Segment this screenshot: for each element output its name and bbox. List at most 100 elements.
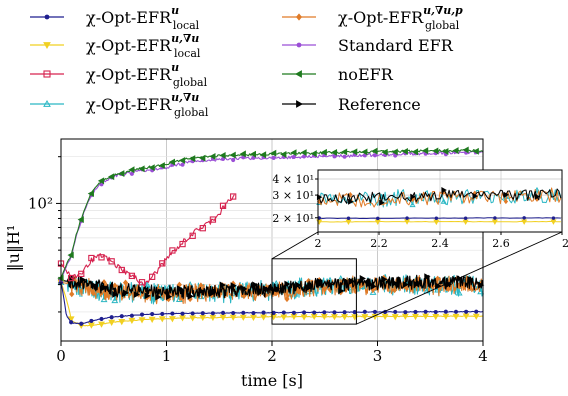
data-point-opt-efr-u-u-global [272,279,280,287]
data-point-opt-efr-u-local [210,311,215,316]
data-point-reference [435,282,442,290]
legend-swatch-marker [43,99,51,107]
inset-series-line-opt-efr-u-local [319,217,561,219]
legend-entry-opt-efr-u-u-local: χ-Opt-EFRu,∇u local [30,32,201,60]
legend-entry-noefr: noEFR [282,65,394,84]
inset-data-point-opt-efr-u-local [493,216,497,220]
inset-x-tick-label-2: 2 [315,237,322,250]
data-point-noefr [472,147,479,155]
inset-data-point-opt-efr-u-local [434,216,439,220]
inset-data-point-opt-efr-u-u-local [521,219,528,225]
inset-series-line-reference [318,188,562,204]
inset-series-group [316,186,562,226]
data-point-opt-efr-u-local [180,311,185,316]
data-point-opt-efr-u-local [190,311,195,316]
data-point-opt-efr-u-local [281,310,286,315]
legend-swatch-marker [296,13,302,21]
data-point-opt-efr-u-u-local [280,314,288,321]
data-point-opt-efr-u-local [291,310,297,315]
data-point-reference [112,291,119,298]
data-point-opt-efr-u-local [312,310,317,315]
data-point-opt-efr-u-u-p-global [456,283,462,290]
zoom-connector-line [271,231,319,260]
data-point-reference [219,281,227,289]
data-point-opt-efr-u-u-local [87,322,95,329]
data-point-noefr [351,148,358,156]
data-point-reference [166,293,173,301]
data-point-reference [155,293,162,301]
legend-entry-standard-efr: Standard EFR [282,36,454,55]
zoom-region-box [271,258,357,325]
data-point-opt-efr-u-local [403,310,408,315]
data-point-opt-efr-u-u-p-global [284,295,290,303]
data-point-reference [252,281,259,289]
data-point-reference [381,275,388,283]
data-point-opt-efr-u-global [209,216,217,223]
legend-label: χ-Opt-EFRu local [86,4,200,32]
data-point-opt-efr-u-local [322,310,327,315]
data-point-opt-efr-u-u-p-global [166,295,172,303]
data-point-opt-efr-u-global [230,193,237,200]
inset-data-point-reference [503,191,510,198]
data-point-standard-efr [129,171,134,176]
data-point-standard-efr [372,153,378,158]
data-point-opt-efr-u-local [69,320,74,325]
inset-data-point-opt-efr-u-local [551,216,556,220]
data-point-reference [359,275,366,282]
inset-x-tick-label-2-8: 2.8 [562,237,568,250]
data-point-opt-efr-u-local [433,309,438,315]
inset-x-tick-label-2-6: 2.6 [492,237,510,250]
data-point-opt-efr-u-local [220,310,226,315]
data-point-opt-efr-u-u-global [455,289,463,296]
data-point-opt-efr-u-u-local [138,317,146,324]
data-point-opt-efr-u-u-local [462,313,470,320]
data-point-standard-efr [180,162,185,167]
data-point-reference [338,287,345,295]
data-point-opt-efr-u-local [109,315,114,320]
data-point-opt-efr-u-u-local [472,313,480,320]
data-point-reference [122,289,130,297]
data-point-reference [90,281,97,289]
data-point-noefr [442,148,449,155]
data-point-reference [133,291,140,299]
inset-data-point-opt-efr-u-u-local [433,219,440,226]
data-point-opt-efr-u-global [159,260,166,267]
data-point-opt-efr-u-u-p-global [305,277,312,285]
data-point-noefr [259,151,267,159]
data-point-opt-efr-u-local [200,311,205,316]
data-point-reference [413,280,420,288]
data-point-opt-efr-u-local [443,309,448,314]
data-point-opt-efr-u-global [78,270,85,278]
series-line-opt-efr-u-global [60,194,235,287]
inset-data-point-opt-efr-u-u-global [409,201,416,208]
inset-y-tick-label: 4 × 10¹ [272,173,314,186]
data-point-opt-efr-u-u-local [300,314,308,321]
data-point-opt-efr-u-local [464,309,469,314]
data-point-opt-efr-u-u-local [391,314,399,321]
data-point-opt-efr-u-u-local [320,313,328,321]
data-point-noefr [381,148,388,156]
data-point-opt-efr-u-local [99,316,104,322]
inset-data-point-opt-efr-u-u-local [491,219,498,225]
data-point-opt-efr-u-u-local [98,321,105,328]
inset-x-tick-label-2-4: 2.4 [431,237,449,250]
data-point-noefr [290,149,297,157]
data-point-opt-efr-u-u-global [369,288,377,295]
legend-label: χ-Opt-EFRu,∇u local [86,32,201,60]
x-tick-label-3: 3 [373,347,383,365]
data-point-opt-efr-u-u-local [290,313,298,321]
inset-data-point-opt-efr-u-local [405,216,409,220]
data-point-noefr [239,150,246,158]
data-point-opt-efr-u-local [139,312,145,317]
x-tick-label-2: 2 [267,347,277,365]
data-point-opt-efr-u-u-global [143,281,151,288]
data-point-noefr [128,166,135,174]
data-point-opt-efr-u-u-p-global [198,282,204,289]
main-series-group [57,146,485,330]
data-point-opt-efr-u-global [179,240,186,248]
inset-data-point-reference [534,193,541,200]
data-point-noefr [300,149,307,156]
data-point-opt-efr-u-u-local [158,316,166,323]
data-point-opt-efr-u-global [138,279,146,286]
